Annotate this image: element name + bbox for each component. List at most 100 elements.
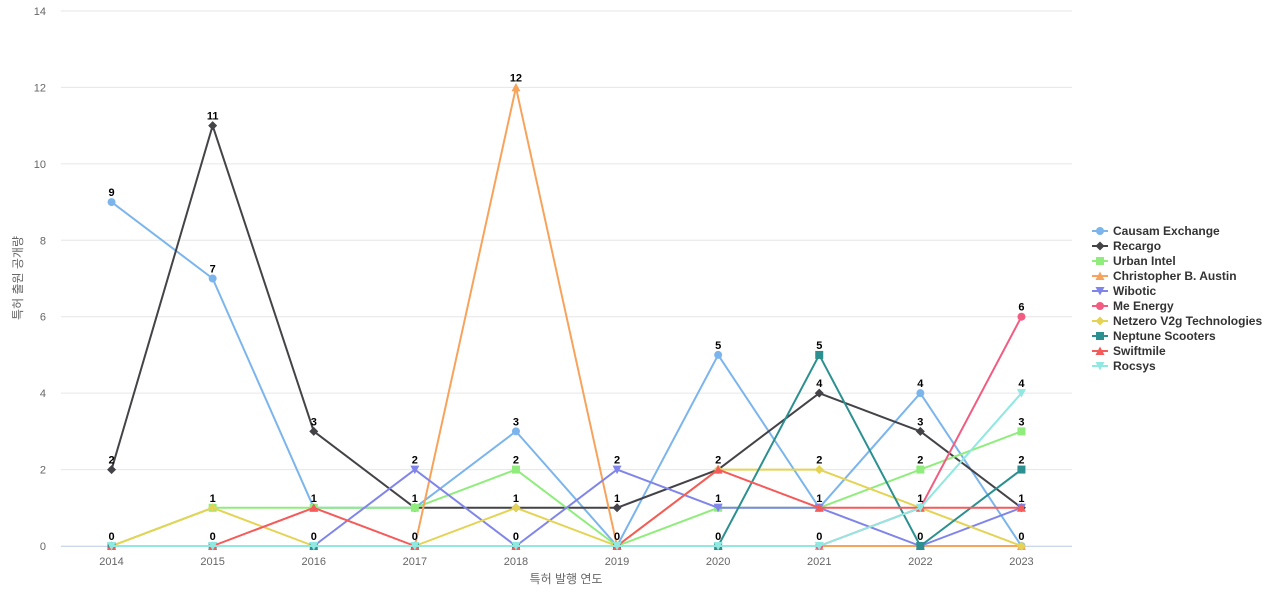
legend-label: Neptune Scooters: [1113, 329, 1216, 343]
y-tick-label: 14: [34, 6, 46, 18]
legend-symbol: [1095, 362, 1105, 371]
data-labels: 9201171031021012321021052105421043210643…: [108, 72, 1025, 543]
data-label: 0: [614, 531, 620, 543]
series-line: [110, 392, 1023, 547]
legend-label: Urban Intel: [1113, 254, 1176, 268]
data-point: [1016, 389, 1026, 398]
legend-symbol: [1095, 287, 1105, 296]
legend-symbol: [1095, 241, 1105, 251]
legend-symbol: [1096, 302, 1104, 310]
series-line: [110, 353, 1023, 547]
y-tick-label: 12: [34, 82, 46, 94]
data-label: 2: [917, 455, 923, 467]
legend-label: Wibotic: [1113, 284, 1157, 298]
data-point: [309, 542, 319, 551]
data-label: 2: [715, 455, 721, 467]
legend-item[interactable]: Causam Exchange: [1092, 224, 1220, 238]
x-tick-label: 2021: [807, 556, 831, 568]
data-label: 1: [210, 493, 216, 505]
legend-item[interactable]: Swiftmile: [1092, 344, 1166, 358]
data-point: [814, 465, 824, 475]
data-label: 4: [1018, 378, 1025, 390]
x-tick-label: 2017: [403, 556, 427, 568]
y-tick-label: 2: [40, 465, 46, 477]
data-point: [1017, 465, 1026, 474]
data-point: [309, 503, 319, 512]
data-label: 4: [816, 378, 823, 390]
legend-item[interactable]: Urban Intel: [1092, 254, 1176, 268]
legend-item[interactable]: Netzero V2g Technologies: [1092, 314, 1262, 328]
legend-label: Rocsys: [1113, 359, 1156, 373]
x-tick-label: 2023: [1009, 556, 1033, 568]
data-label: 5: [715, 340, 721, 352]
data-point: [208, 542, 218, 551]
x-tick-label: 2016: [302, 556, 326, 568]
data-label: 1: [917, 493, 923, 505]
data-point: [511, 82, 521, 92]
legend-item[interactable]: Christopher B. Austin: [1092, 269, 1237, 283]
data-label: 1: [816, 493, 822, 505]
legend-item[interactable]: Rocsys: [1092, 359, 1156, 373]
data-label: 2: [614, 455, 620, 467]
data-label: 6: [1018, 302, 1024, 314]
data-label: 2: [1018, 455, 1024, 467]
data-point: [410, 465, 420, 475]
data-point: [916, 389, 925, 398]
series-line: [110, 315, 1023, 547]
data-point: [814, 542, 824, 551]
y-axis-title: 특허 출원 공개량: [11, 236, 25, 320]
legend-item[interactable]: Wibotic: [1092, 284, 1157, 298]
y-tick-label: 0: [40, 541, 46, 553]
legend-label: Recargo: [1113, 239, 1161, 253]
legend-symbol: [1095, 271, 1105, 280]
data-label: 0: [1018, 531, 1024, 543]
data-point: [1016, 541, 1026, 551]
data-label: 2: [108, 455, 114, 467]
data-point: [612, 542, 622, 551]
x-tick-label: 2014: [99, 556, 123, 568]
data-label: 5: [816, 340, 822, 352]
data-point: [309, 426, 319, 436]
data-label: 0: [513, 531, 519, 543]
legend-item[interactable]: Recargo: [1092, 239, 1161, 253]
data-point: [916, 465, 925, 474]
data-label: 1: [412, 493, 418, 505]
data-point: [612, 503, 622, 513]
data-point: [208, 274, 217, 283]
data-label: 2: [513, 455, 519, 467]
data-label: 0: [917, 531, 923, 543]
data-point: [511, 427, 520, 436]
data-label: 1: [311, 493, 317, 505]
data-label: 4: [917, 378, 924, 390]
data-label: 1: [715, 493, 721, 505]
y-tick-label: 4: [40, 388, 46, 400]
data-point: [410, 503, 419, 512]
data-label: 0: [715, 531, 721, 543]
data-label: 12: [510, 72, 522, 84]
data-label: 3: [917, 416, 923, 428]
data-point: [915, 426, 925, 436]
data-point: [1016, 503, 1026, 512]
data-point: [511, 542, 521, 551]
x-tick-label: 2022: [908, 556, 932, 568]
data-point: [815, 350, 824, 359]
data-label: 0: [412, 531, 418, 543]
data-point: [713, 465, 723, 474]
data-label: 9: [108, 187, 114, 199]
legend-symbol: [1096, 332, 1104, 340]
legend-item[interactable]: Neptune Scooters: [1092, 329, 1216, 343]
data-label: 2: [816, 455, 822, 467]
data-label: 0: [210, 531, 216, 543]
data-point: [208, 503, 218, 513]
legend-label: Me Energy: [1113, 299, 1174, 313]
data-label: 1: [1018, 493, 1024, 505]
legend-item[interactable]: Me Energy: [1092, 299, 1174, 313]
data-point: [208, 121, 218, 131]
legend-symbol: [1095, 346, 1105, 355]
data-point: [612, 465, 622, 475]
data-point: [1017, 312, 1026, 321]
data-point: [814, 503, 824, 512]
data-label: 2: [412, 455, 418, 467]
